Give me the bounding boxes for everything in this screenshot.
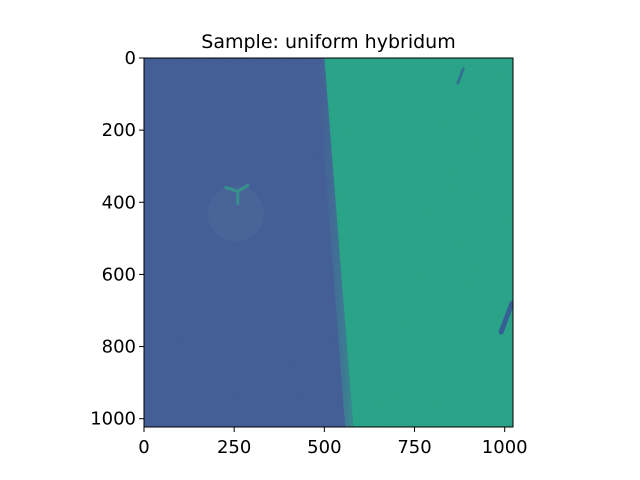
- x-tick-label: 0: [138, 437, 149, 458]
- y-tick-label: 600: [102, 264, 136, 285]
- y-axis: 0 200 400 600 800 1000: [90, 48, 144, 430]
- plot-frame: [143, 57, 514, 428]
- heatmap-image: [144, 58, 513, 427]
- x-tick-label: 1000: [482, 437, 528, 458]
- x-tick-label: 250: [217, 437, 251, 458]
- y-tick-label: 800: [102, 337, 136, 358]
- y-tick-label: 200: [102, 120, 136, 141]
- x-tick-label: 500: [307, 437, 341, 458]
- chart-title: Sample: uniform hybridum: [201, 31, 455, 53]
- y-tick-label: 400: [102, 192, 136, 213]
- x-axis: 0 250 500 750 1000: [138, 427, 528, 458]
- y-tick-label: 1000: [90, 409, 136, 430]
- noise-texture: [144, 58, 513, 427]
- x-tick-label: 750: [397, 437, 431, 458]
- y-tick-label: 0: [125, 48, 136, 69]
